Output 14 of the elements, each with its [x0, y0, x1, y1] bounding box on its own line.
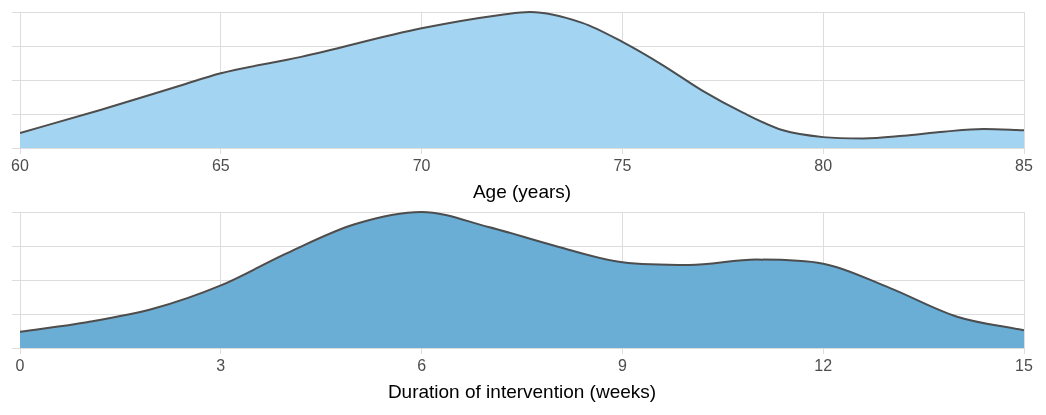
- x-axis-title: Age (years): [472, 180, 572, 202]
- x-tick-label: 65: [211, 157, 230, 175]
- x-tick-label: 12: [814, 357, 833, 375]
- x-tick-label: 70: [412, 157, 431, 175]
- x-tick-label: 75: [613, 157, 632, 175]
- x-tick-label: 6: [417, 357, 427, 375]
- x-tick-label: 85: [1015, 157, 1033, 175]
- x-tick-label: 60: [11, 157, 29, 175]
- x-tick-label: 80: [814, 157, 833, 175]
- x-tick-label: 0: [15, 357, 25, 375]
- x-tick-label: 3: [216, 357, 226, 375]
- x-axis-title: Duration of intervention (weeks): [387, 380, 657, 402]
- x-tick-label: 15: [1015, 357, 1033, 375]
- x-tick-label: 9: [617, 357, 627, 375]
